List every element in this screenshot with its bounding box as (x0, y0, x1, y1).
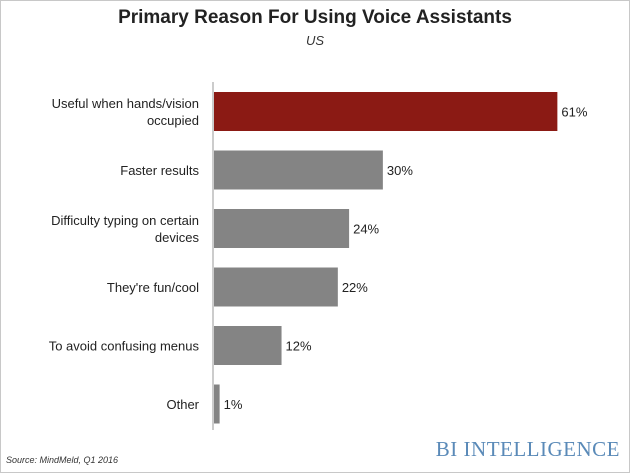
value-label-0: 61% (561, 105, 587, 120)
category-label-4: To avoid confusing menus (49, 339, 200, 354)
bar-0 (214, 92, 558, 131)
value-label-2: 24% (353, 222, 379, 237)
source-note: Source: MindMeld, Q1 2016 (6, 455, 119, 465)
category-label-2: Difficulty typing on certain devices (51, 213, 199, 245)
bar-1 (214, 150, 383, 190)
bar-3 (214, 267, 338, 307)
chart-subtitle: US (305, 33, 325, 48)
value-label-3: 22% (342, 280, 368, 295)
bar-5 (214, 384, 220, 424)
category-label-1: Faster results (120, 163, 199, 178)
value-label-5: 1% (224, 397, 243, 412)
brand-logo: BI INTELLIGENCE (435, 437, 620, 461)
category-label-5: Other (166, 397, 199, 412)
bar-2 (214, 209, 350, 248)
value-label-1: 30% (387, 163, 413, 178)
category-label-3: They're fun/cool (107, 280, 199, 295)
chart-title: Primary Reason For Using Voice Assistant… (118, 7, 512, 28)
category-label-0: Useful when hands/vision occupied (52, 96, 199, 128)
value-label-4: 12% (286, 339, 312, 354)
bar-4 (214, 326, 282, 365)
